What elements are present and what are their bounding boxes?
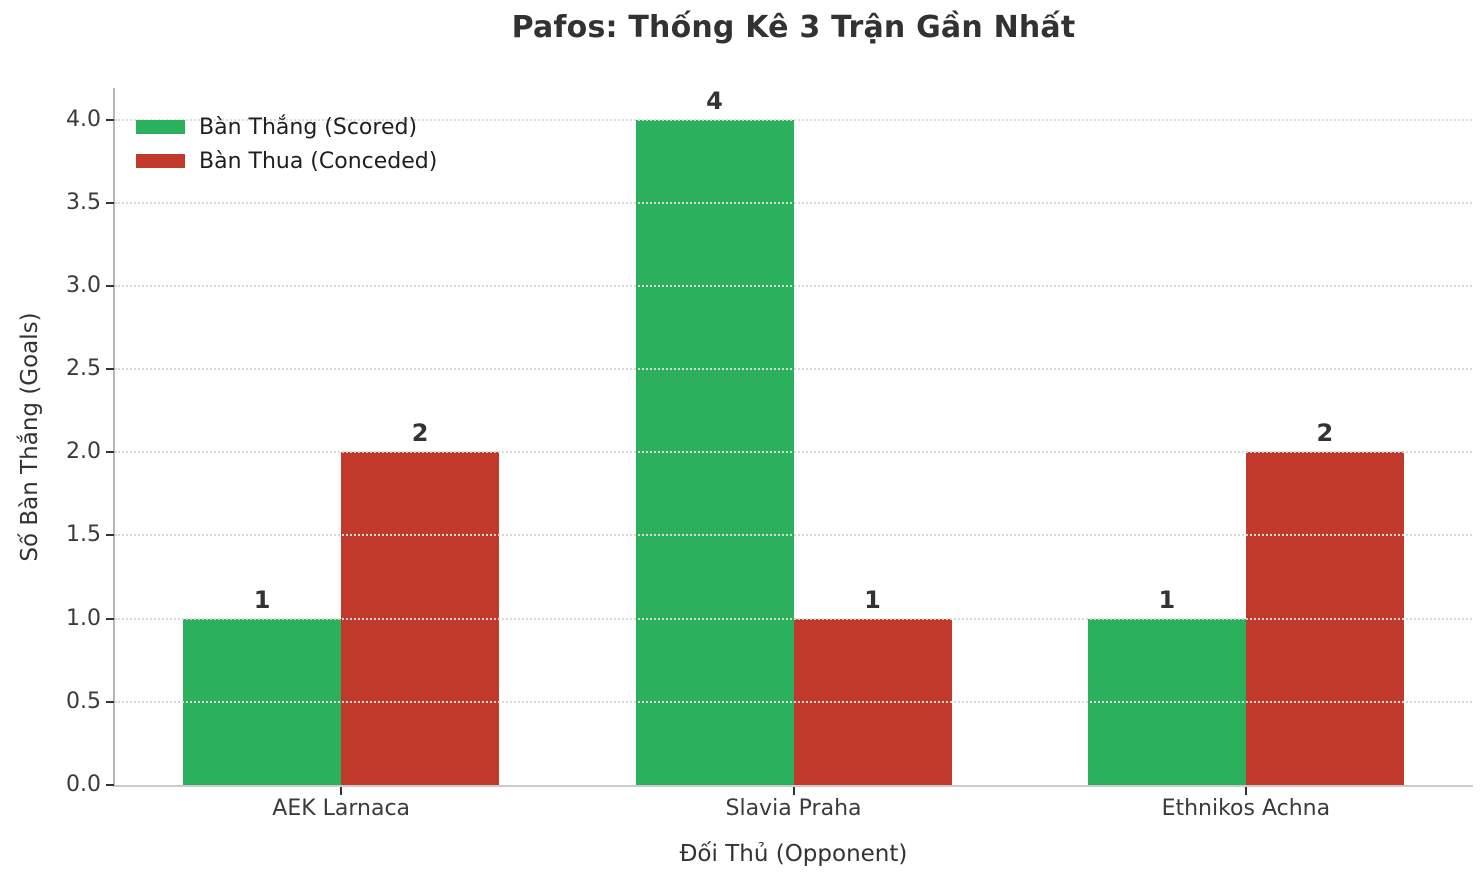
bar-scored — [635, 119, 794, 785]
y-axis-spine — [113, 88, 115, 787]
bar-value-label: 1 — [864, 585, 881, 614]
y-tick-label: 0.0 — [66, 772, 101, 797]
bar-scored — [1087, 618, 1246, 785]
bar-conceded — [793, 618, 952, 785]
x-tick-label: Ethnikos Achna — [1161, 796, 1331, 821]
y-tick-label: 3.5 — [66, 189, 101, 215]
y-tick-mark — [106, 118, 114, 121]
y-tick-label: 3.0 — [66, 272, 101, 298]
x-tick-mark — [1244, 787, 1247, 795]
y-tick-label: 0.5 — [66, 688, 101, 714]
legend-item: Bàn Thắng (Scored) — [136, 110, 437, 144]
x-tick-label: Slavia Praha — [725, 796, 862, 821]
bar-value-label: 2 — [1316, 419, 1334, 448]
bar-conceded — [341, 452, 500, 785]
y-tick-mark — [106, 617, 114, 620]
x-axis-label: Đối Thủ (Opponent) — [679, 841, 908, 867]
x-tick-mark — [792, 787, 795, 795]
y-tick-mark — [106, 451, 114, 454]
legend: Bàn Thắng (Scored) Bàn Thua (Conceded) — [136, 110, 437, 178]
bar-value-label: 1 — [1158, 585, 1176, 614]
legend-swatch — [136, 154, 185, 168]
y-tick-mark — [106, 368, 114, 371]
y-tick-label: 4.0 — [66, 106, 101, 132]
bar-conceded — [1245, 452, 1404, 785]
bar-value-label: 4 — [706, 86, 723, 115]
y-tick-label: 1.5 — [66, 522, 101, 548]
chart-title: Pafos: Thống Kê 3 Trận Gần Nhất — [511, 10, 1076, 45]
legend-label: Bàn Thắng (Scored) — [199, 114, 418, 140]
y-tick-label: 2.0 — [66, 439, 101, 465]
y-tick-mark — [106, 784, 114, 786]
y-tick-mark — [106, 534, 114, 537]
x-axis-spine — [113, 785, 1473, 787]
y-tick-mark — [106, 284, 114, 287]
x-tick-mark — [340, 787, 343, 795]
bar-value-label: 2 — [411, 419, 429, 448]
legend-item: Bàn Thua (Conceded) — [136, 144, 437, 178]
y-tick-mark — [106, 700, 114, 703]
y-tick-mark — [106, 201, 114, 204]
legend-swatch — [136, 120, 185, 134]
y-tick-label: 2.5 — [66, 356, 101, 382]
y-axis-label: Số Bàn Thắng (Goals) — [17, 312, 43, 562]
bar-value-label: 1 — [253, 585, 271, 614]
bar-scored — [183, 618, 342, 785]
legend-label: Bàn Thua (Conceded) — [199, 148, 438, 174]
x-tick-label: AEK Larnaca — [272, 796, 411, 821]
y-tick-label: 1.0 — [66, 605, 101, 631]
